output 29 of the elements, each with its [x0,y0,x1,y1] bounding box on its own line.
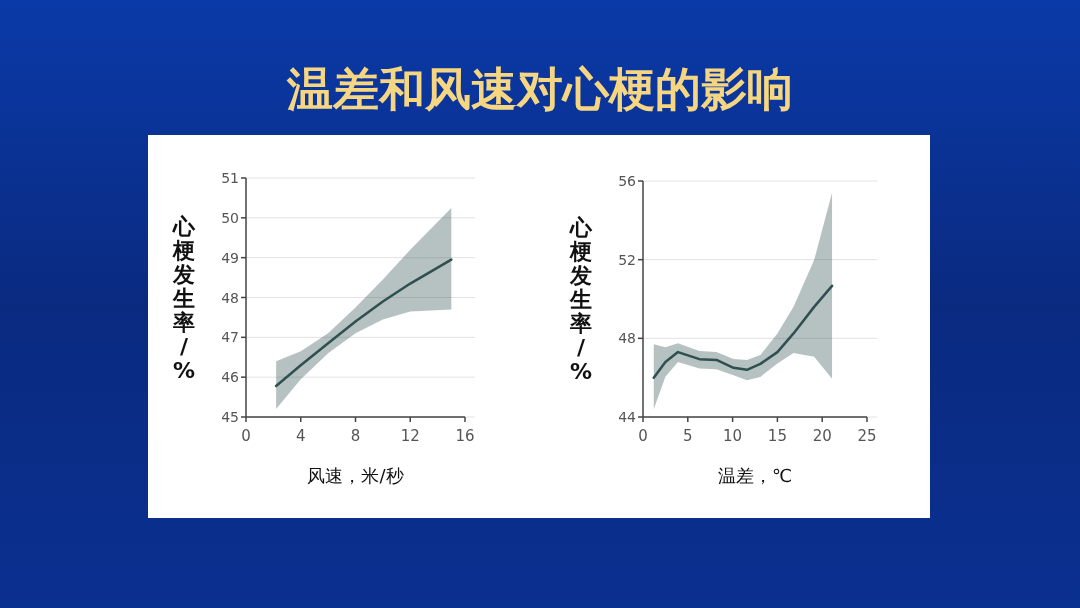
x-tick-label: 25 [857,427,877,445]
x-tick-label: 16 [455,427,475,445]
x-tick-label: 5 [683,427,693,445]
x-tick-label: 4 [295,427,306,445]
y-tick-label: 44 [618,409,637,425]
x-tick-label: 0 [638,427,648,445]
x-tick-label: 20 [812,427,832,445]
y-tick-label: 48 [618,330,636,347]
y-axis-title: 心梗发生率/% [172,213,196,383]
line-series [652,284,834,379]
y-tick-label: 45 [221,409,239,425]
y-tick-label: 48 [221,289,239,306]
y-tick-label: 51 [221,170,239,186]
x-tick-label: 12 [400,427,420,445]
x-tick-label: 8 [350,427,361,445]
y-tick-label: 50 [221,209,239,226]
y-tick-label: 49 [221,249,239,266]
x-tick-label: 0 [241,427,251,445]
y-tick-label: 46 [221,369,240,386]
chart-title: 温差和风速对心梗的影响 [286,62,793,116]
line-series [274,258,453,388]
y-axis-title: 心梗发生率/% [569,215,593,384]
y-tick-label: 56 [618,173,637,189]
x-tick-label: 10 [723,427,743,445]
x-tick-label: 15 [767,427,787,445]
x-axis-title: 温差，℃ [717,465,793,486]
y-tick-label: 47 [221,329,239,346]
x-axis-title: 风速，米/秒 [307,465,404,486]
y-tick-label: 52 [618,251,636,268]
